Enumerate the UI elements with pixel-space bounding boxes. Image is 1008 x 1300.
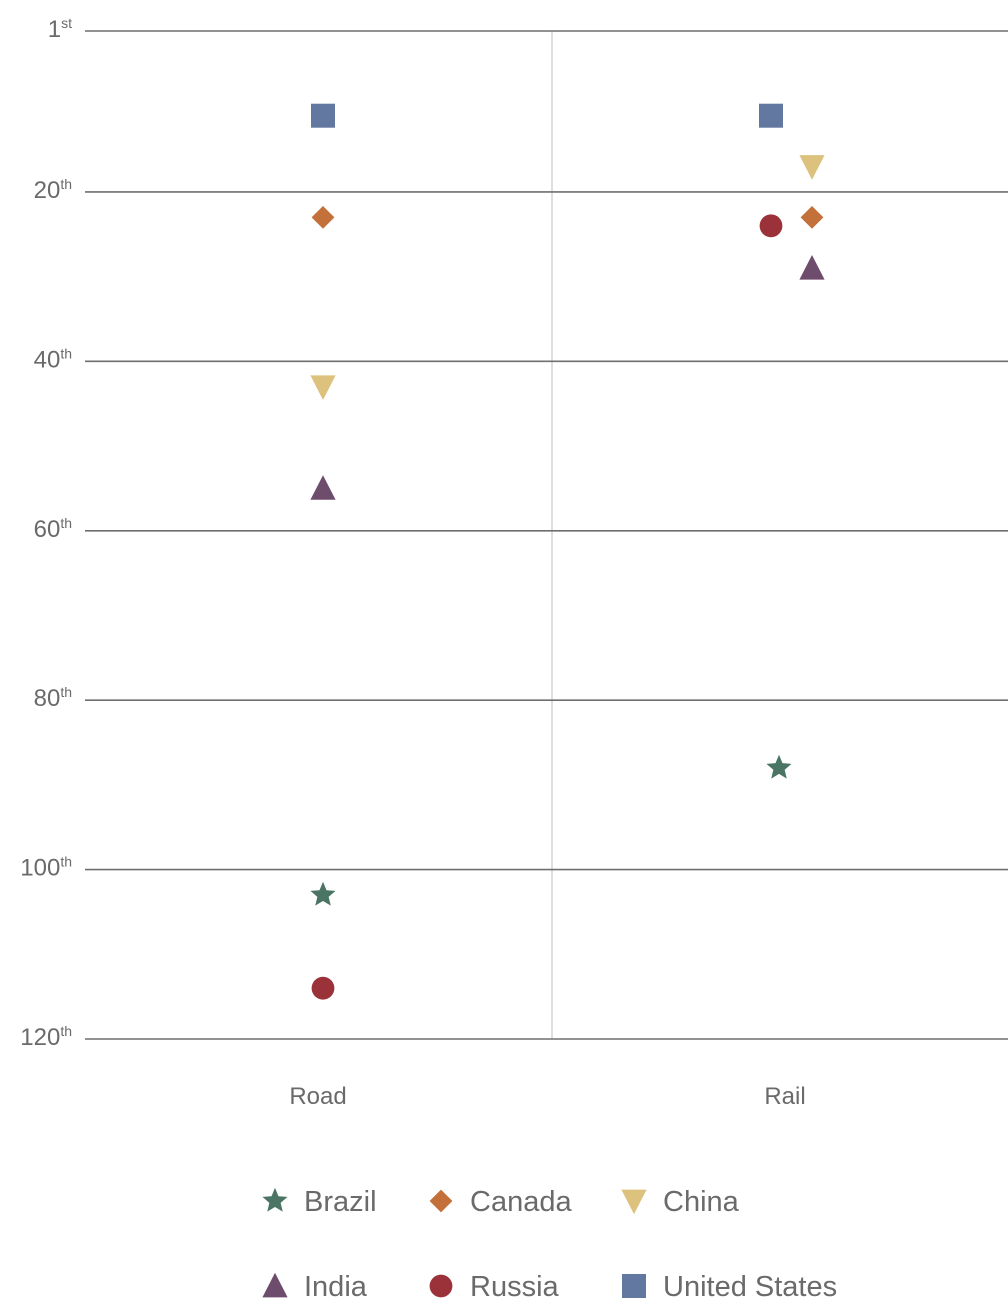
legend-item-canada: Canada bbox=[429, 1186, 572, 1218]
point-russia-rail bbox=[759, 214, 783, 238]
legend-marker bbox=[621, 1189, 647, 1215]
legend-item-brazil: Brazil bbox=[262, 1186, 377, 1218]
legend-item-russia: Russia bbox=[429, 1271, 560, 1300]
data-points bbox=[310, 103, 825, 1000]
legend-label: Canada bbox=[470, 1186, 572, 1218]
legend-marker bbox=[429, 1189, 453, 1213]
legend-marker bbox=[262, 1272, 288, 1298]
y-tick-label: 120th bbox=[20, 1023, 72, 1051]
legend-label: United States bbox=[663, 1271, 837, 1300]
y-axis-ticks: 1st 20th 40th 60th 80th 100th 120th bbox=[20, 15, 72, 1051]
category-label-road: Road bbox=[289, 1083, 346, 1110]
point-brazil-rail bbox=[766, 754, 792, 779]
point-china-rail bbox=[799, 155, 825, 180]
point-brazil-road bbox=[310, 881, 336, 906]
legend-marker bbox=[262, 1187, 288, 1212]
point-canada-road bbox=[311, 205, 335, 229]
y-tick-label: 40th bbox=[34, 345, 72, 373]
y-tick-label: 20th bbox=[34, 176, 72, 204]
legend: Brazil Canada China India Russia United State… bbox=[262, 1186, 837, 1300]
point-india-road bbox=[310, 475, 336, 500]
legend-label: Brazil bbox=[304, 1186, 377, 1218]
legend-item-india: India bbox=[262, 1271, 368, 1300]
y-tick-label: 1st bbox=[48, 15, 72, 43]
y-tick-label: 80th bbox=[34, 684, 72, 712]
point-united-states-road bbox=[311, 103, 335, 128]
y-tick-label: 60th bbox=[34, 515, 72, 543]
legend-label: Russia bbox=[470, 1271, 560, 1300]
point-united-states-rail bbox=[759, 103, 783, 128]
legend-item-united-states: United States bbox=[622, 1271, 837, 1300]
legend-marker bbox=[622, 1274, 646, 1298]
grid-lines bbox=[85, 30, 1008, 1040]
legend-marker bbox=[429, 1274, 453, 1298]
point-india-rail bbox=[799, 254, 825, 280]
legend-label: India bbox=[304, 1271, 368, 1300]
y-tick-label: 100th bbox=[20, 854, 72, 882]
point-canada-rail bbox=[800, 205, 824, 229]
category-label-rail: Rail bbox=[764, 1083, 805, 1110]
point-china-road bbox=[310, 375, 336, 400]
x-axis-categories: Road Rail bbox=[289, 1083, 805, 1110]
legend-label: China bbox=[663, 1186, 740, 1218]
legend-item-china: China bbox=[621, 1186, 740, 1218]
point-russia-road bbox=[311, 976, 335, 1000]
